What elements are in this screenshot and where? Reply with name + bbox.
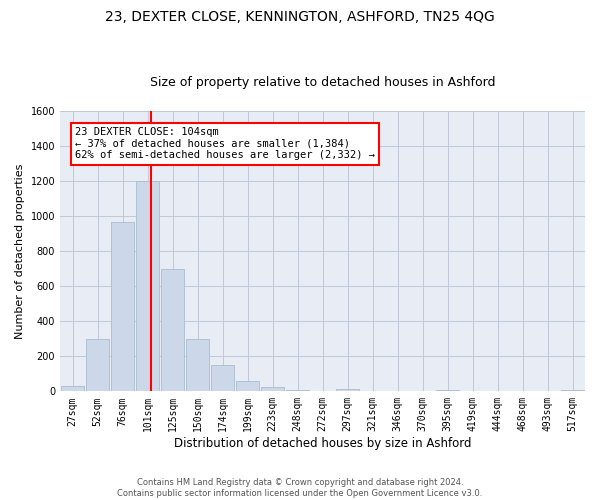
Bar	[186, 339, 209, 392]
Bar	[136, 182, 159, 392]
X-axis label: Distribution of detached houses by size in Ashford: Distribution of detached houses by size …	[174, 437, 471, 450]
Bar	[261, 387, 284, 392]
Bar	[236, 381, 259, 392]
Bar	[61, 386, 84, 392]
Bar	[211, 365, 234, 392]
Text: 23, DEXTER CLOSE, KENNINGTON, ASHFORD, TN25 4QG: 23, DEXTER CLOSE, KENNINGTON, ASHFORD, T…	[105, 10, 495, 24]
Bar	[336, 389, 359, 392]
Title: Size of property relative to detached houses in Ashford: Size of property relative to detached ho…	[150, 76, 495, 90]
Y-axis label: Number of detached properties: Number of detached properties	[15, 164, 25, 339]
Bar	[161, 269, 184, 392]
Bar	[436, 390, 459, 392]
Bar	[111, 222, 134, 392]
Text: Contains HM Land Registry data © Crown copyright and database right 2024.
Contai: Contains HM Land Registry data © Crown c…	[118, 478, 482, 498]
Bar	[286, 390, 309, 392]
Bar	[86, 339, 109, 392]
Text: 23 DEXTER CLOSE: 104sqm
← 37% of detached houses are smaller (1,384)
62% of semi: 23 DEXTER CLOSE: 104sqm ← 37% of detache…	[75, 127, 375, 160]
Bar	[561, 390, 584, 392]
